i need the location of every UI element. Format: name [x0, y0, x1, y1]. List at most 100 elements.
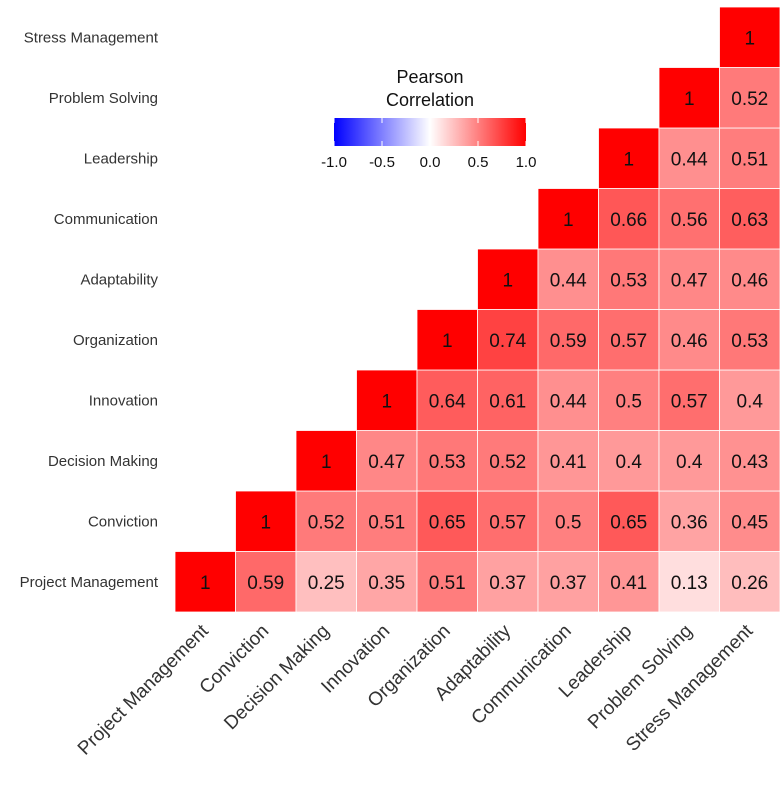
- cell-value-label: 0.4: [737, 391, 764, 412]
- cell-value-label: 0.37: [489, 573, 526, 594]
- heatmap-cell-organization-leadership: [598, 309, 660, 371]
- heatmap-cell-project-management-communication: [537, 551, 599, 613]
- cell-value-label: 0.52: [489, 452, 526, 473]
- heatmap-cell-problem-solving-problem-solving: [658, 67, 720, 129]
- heatmap-cell-project-management-conviction: [235, 551, 297, 613]
- heatmap-cells: 1 0.59 0.25 0.35 0.51 0.37 0.37 0.41 0.13 0.261 0.…: [174, 6, 780, 613]
- heatmap-cell-adaptability-leadership: [598, 248, 660, 310]
- y-tick-label: Project Management: [20, 574, 159, 591]
- legend-tick-label: 1.0: [516, 154, 537, 171]
- heatmap-cell-problem-solving-stress-management: [719, 67, 780, 129]
- cell-value-label: 0.5: [555, 512, 581, 533]
- legend-tick-label: -1.0: [321, 154, 347, 171]
- cell-value-label: 0.51: [368, 512, 405, 533]
- cell-value-label: 0.74: [489, 331, 526, 352]
- y-tick-label: Conviction: [88, 513, 158, 530]
- heatmap-cell-communication-communication: [537, 188, 599, 250]
- heatmap-cell-communication-leadership: [598, 188, 660, 250]
- cell-value-label: 0.65: [610, 512, 647, 533]
- cell-value-label: 0.57: [610, 331, 647, 352]
- color-legend: Pearson Correlation -1.0 -0.5 0.0 0.5 1.0: [321, 67, 536, 171]
- heatmap-cell-organization-problem-solving: [658, 309, 720, 371]
- x-tick-label: Decision Making: [220, 621, 333, 734]
- heatmap-cell-conviction-stress-management: [719, 490, 780, 552]
- cell-value-label: 0.5: [616, 391, 642, 412]
- cell-value-label: 1: [381, 391, 392, 412]
- heatmap-cell-decision-making-decision-making: [295, 430, 357, 492]
- heatmap-cell-innovation-problem-solving: [658, 369, 720, 431]
- heatmap-cell-leadership-problem-solving: [658, 127, 720, 189]
- y-tick-label: Organization: [73, 332, 158, 349]
- cell-value-label: 1: [200, 573, 211, 594]
- legend-tick-label: 0.0: [420, 154, 441, 171]
- heatmap-cell-decision-making-stress-management: [719, 430, 780, 492]
- y-tick-label: Leadership: [84, 150, 158, 167]
- cell-value-label: 0.51: [429, 573, 466, 594]
- cell-value-label: 0.44: [550, 391, 587, 412]
- cell-value-label: 0.57: [489, 512, 526, 533]
- cell-value-label: 1: [563, 210, 574, 231]
- cell-value-label: 0.56: [671, 210, 708, 231]
- cell-value-label: 0.59: [550, 331, 587, 352]
- heatmap-cell-leadership-stress-management: [719, 127, 780, 189]
- cell-value-label: 0.35: [368, 573, 405, 594]
- heatmap-cell-decision-making-innovation: [356, 430, 418, 492]
- heatmap-cell-decision-making-organization: [416, 430, 478, 492]
- heatmap-cell-project-management-project-management: [174, 551, 236, 613]
- cell-value-label: 0.44: [550, 270, 587, 291]
- cell-value-label: 0.4: [676, 452, 703, 473]
- heatmap-cell-project-management-leadership: [598, 551, 660, 613]
- y-tick-label: Adaptability: [80, 271, 158, 288]
- cell-value-label: 0.65: [429, 512, 466, 533]
- heatmap-cell-conviction-innovation: [356, 490, 418, 552]
- cell-value-label: 0.47: [671, 270, 708, 291]
- heatmap-cell-adaptability-adaptability: [477, 248, 539, 310]
- cell-value-label: 0.45: [731, 512, 768, 533]
- heatmap-cell-organization-adaptability: [477, 309, 539, 371]
- cell-value-label: 0.26: [731, 573, 768, 594]
- cell-value-label: 1: [684, 89, 695, 110]
- cell-value-label: 0.52: [731, 89, 768, 110]
- y-tick-label: Stress Management: [24, 29, 159, 46]
- y-tick-label: Problem Solving: [49, 90, 158, 107]
- heatmap-cell-communication-stress-management: [719, 188, 780, 250]
- heatmap-cell-innovation-stress-management: [719, 369, 780, 431]
- cell-value-label: 0.63: [731, 210, 768, 231]
- y-axis-labels: Project Management Conviction Decision Mak…: [20, 29, 159, 591]
- heatmap-cell-project-management-adaptability: [477, 551, 539, 613]
- cell-value-label: 0.53: [610, 270, 647, 291]
- heatmap-cell-conviction-decision-making: [295, 490, 357, 552]
- cell-value-label: 0.53: [731, 331, 768, 352]
- cell-value-label: 0.41: [610, 573, 647, 594]
- cell-value-label: 0.46: [731, 270, 768, 291]
- heatmap-cell-innovation-organization: [416, 369, 478, 431]
- cell-value-label: 0.61: [489, 391, 526, 412]
- y-tick-label: Innovation: [89, 392, 158, 409]
- heatmap-cell-adaptability-communication: [537, 248, 599, 310]
- cell-value-label: 0.66: [610, 210, 647, 231]
- cell-value-label: 0.46: [671, 331, 708, 352]
- cell-value-label: 1: [321, 452, 332, 473]
- legend-title-line-1: Pearson: [396, 67, 463, 87]
- y-tick-label: Decision Making: [48, 453, 158, 470]
- heatmap-cell-stress-management-stress-management: [719, 6, 780, 68]
- x-tick-label: Project Management: [74, 620, 213, 759]
- heatmap-cell-innovation-leadership: [598, 369, 660, 431]
- heatmap-cell-decision-making-adaptability: [477, 430, 539, 492]
- cell-value-label: 1: [502, 270, 513, 291]
- heatmap-cell-decision-making-communication: [537, 430, 599, 492]
- cell-value-label: 0.64: [429, 391, 466, 412]
- cell-value-label: 0.44: [671, 149, 708, 170]
- cell-value-label: 0.53: [429, 452, 466, 473]
- heatmap-cell-project-management-problem-solving: [658, 551, 720, 613]
- legend-title-line-2: Correlation: [386, 90, 474, 110]
- heatmap-cell-adaptability-stress-management: [719, 248, 780, 310]
- cell-value-label: 1: [744, 28, 755, 49]
- heatmap-cell-innovation-adaptability: [477, 369, 539, 431]
- cell-value-label: 0.37: [550, 573, 587, 594]
- cell-value-label: 1: [260, 512, 271, 533]
- cell-value-label: 1: [442, 331, 453, 352]
- cell-value-label: 0.4: [616, 452, 643, 473]
